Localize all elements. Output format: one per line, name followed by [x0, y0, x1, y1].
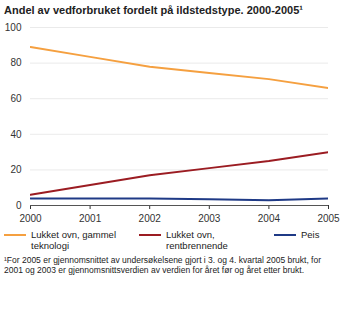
svg-text:2002: 2002	[139, 213, 162, 224]
svg-text:2003: 2003	[198, 213, 221, 224]
html-text:Lukket ovn, gammel teknologi: Lukket ovn, gammel teknologi	[31, 229, 116, 251]
svg-text:2005: 2005	[317, 213, 340, 224]
svg-text:2004: 2004	[258, 213, 281, 224]
svg-text:40: 40	[10, 129, 22, 140]
svg-text:100: 100	[5, 22, 22, 33]
html-text:¹For 2005 er gjennomsnittet av: ¹For 2005 er gjennomsnittet av undersøke…	[4, 255, 321, 275]
html-text:Peis: Peis	[301, 229, 320, 240]
svg-text:60: 60	[10, 93, 22, 104]
html-text:Lukket ovn, rentbrennende: Lukket ovn, rentbrennende	[166, 229, 228, 251]
svg-text:80: 80	[10, 57, 22, 68]
svg-text:0: 0	[16, 200, 22, 211]
svg-text:2001: 2001	[79, 213, 102, 224]
svg-text:20: 20	[10, 164, 22, 175]
html-text:Andel av vedforbruket fordelt: Andel av vedforbruket fordelt på ildsted…	[4, 4, 303, 16]
svg-text:2000: 2000	[19, 213, 42, 224]
